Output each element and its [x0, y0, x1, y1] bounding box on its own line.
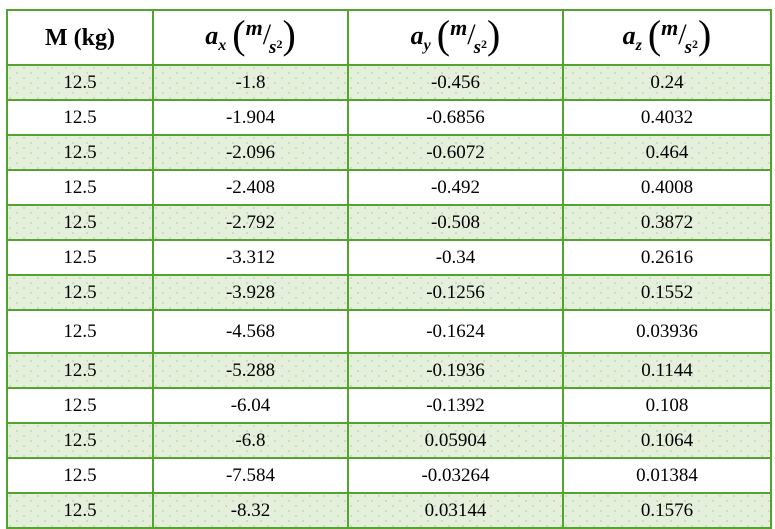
table-row: 12.5 -2.408 -0.492 0.4008: [6, 169, 772, 206]
close-paren: ): [282, 11, 296, 57]
cell-az: 0.4032: [562, 99, 772, 136]
unit-exponent: 2: [692, 36, 699, 51]
unit-exponent: 2: [480, 36, 487, 51]
cell-ay: -0.492: [347, 169, 564, 206]
unit-denominator: s2: [269, 36, 283, 58]
cell-az: 0.03936: [562, 309, 772, 354]
axis-subscript: z: [635, 36, 642, 54]
unit-slash: /: [678, 17, 686, 51]
cell-mass: 12.5: [6, 169, 154, 206]
cell-mass: 12.5: [6, 422, 154, 459]
column-header-mass: M (kg): [6, 9, 154, 66]
table-header-row: M (kg) ax (m/s2) ay (m/s2) az (m/s2): [6, 9, 772, 66]
cell-ax: -4.568: [152, 309, 349, 354]
cell-az: 0.108: [562, 387, 772, 424]
cell-mass: 12.5: [6, 99, 154, 136]
table-row: 12.5 -1.904 -0.6856 0.4032: [6, 99, 772, 136]
unit-slash: /: [262, 17, 271, 51]
cell-ay: -0.1256: [347, 274, 564, 311]
cell-ay: 0.03144: [347, 492, 564, 529]
table-row: 12.5 -3.928 -0.1256 0.1552: [6, 274, 772, 311]
unit-numerator: m: [661, 14, 679, 40]
cell-ax: -3.312: [152, 239, 349, 276]
unit-slash: /: [467, 17, 475, 51]
accel-symbol: a: [410, 20, 424, 50]
cell-az: 0.1144: [562, 352, 772, 389]
unit-numerator: m: [245, 14, 263, 40]
cell-az: 0.01384: [562, 457, 772, 494]
unit-denominator: s2: [473, 36, 487, 58]
cell-ay: -0.1624: [347, 309, 564, 354]
unit-numerator: m: [450, 14, 468, 40]
measurement-table-container: M (kg) ax (m/s2) ay (m/s2) az (m/s2) 12.5 -…: [6, 9, 772, 529]
table-row: 12.5 -8.32 0.03144 0.1576: [6, 492, 772, 529]
cell-ax: -5.288: [152, 352, 349, 389]
accel-symbol: a: [622, 20, 636, 50]
cell-ax: -2.096: [152, 134, 349, 171]
acceleration-data-table: M (kg) ax (m/s2) ay (m/s2) az (m/s2) 12.5 -…: [6, 9, 772, 529]
close-paren: ): [486, 11, 501, 57]
accel-symbol: a: [205, 20, 219, 50]
column-header-az: az (m/s2): [562, 9, 772, 66]
table-row: 12.5 -1.8 -0.456 0.24: [6, 64, 772, 101]
cell-ax: -2.408: [152, 169, 349, 206]
open-paren: (: [647, 11, 662, 57]
cell-ax: -7.584: [152, 457, 349, 494]
table-row: 12.5 -6.04 -0.1392 0.108: [6, 387, 772, 424]
cell-mass: 12.5: [6, 274, 154, 311]
cell-az: 0.1552: [562, 274, 772, 311]
cell-ay: -0.34: [347, 239, 564, 276]
cell-az: 0.24: [562, 64, 772, 101]
unit-exponent: 2: [276, 36, 283, 51]
cell-az: 0.1064: [562, 422, 772, 459]
column-header-ay: ay (m/s2): [347, 9, 564, 66]
cell-mass: 12.5: [6, 239, 154, 276]
open-paren: (: [436, 11, 451, 57]
mass-header-label: M (kg): [45, 24, 115, 51]
cell-ax: -2.792: [152, 204, 349, 241]
cell-ay: -0.03264: [347, 457, 564, 494]
table-row: 12.5 -7.584 -0.03264 0.01384: [6, 457, 772, 494]
close-paren: ): [698, 11, 712, 57]
cell-ax: -1.8: [152, 64, 349, 101]
table-row: 12.5 -2.792 -0.508 0.3872: [6, 204, 772, 241]
table-row: 12.5 -4.568 -0.1624 0.03936: [6, 309, 772, 354]
cell-ay: -0.1936: [347, 352, 564, 389]
cell-mass: 12.5: [6, 457, 154, 494]
cell-mass: 12.5: [6, 387, 154, 424]
cell-ay: -0.456: [347, 64, 564, 101]
cell-ax: -3.928: [152, 274, 349, 311]
cell-mass: 12.5: [6, 64, 154, 101]
cell-mass: 12.5: [6, 352, 154, 389]
table-row: 12.5 -6.8 0.05904 0.1064: [6, 422, 772, 459]
cell-ay: -0.508: [347, 204, 564, 241]
cell-ax: -6.8: [152, 422, 349, 459]
table-row: 12.5 -2.096 -0.6072 0.464: [6, 134, 772, 171]
cell-ay: -0.6072: [347, 134, 564, 171]
unit-denominator: s2: [684, 36, 699, 58]
cell-ay: -0.6856: [347, 99, 564, 136]
cell-ax: -8.32: [152, 492, 349, 529]
cell-mass: 12.5: [6, 309, 154, 354]
open-paren: (: [232, 11, 246, 57]
axis-subscript: y: [423, 36, 431, 54]
cell-az: 0.2616: [562, 239, 772, 276]
cell-mass: 12.5: [6, 134, 154, 171]
cell-az: 0.3872: [562, 204, 772, 241]
cell-az: 0.4008: [562, 169, 772, 206]
cell-mass: 12.5: [6, 492, 154, 529]
cell-ax: -6.04: [152, 387, 349, 424]
column-header-ax: ax (m/s2): [152, 9, 349, 66]
cell-mass: 12.5: [6, 204, 154, 241]
table-row: 12.5 -5.288 -0.1936 0.1144: [6, 352, 772, 389]
cell-ay: 0.05904: [347, 422, 564, 459]
table-row: 12.5 -3.312 -0.34 0.2616: [6, 239, 772, 276]
axis-subscript: x: [218, 36, 227, 54]
cell-ax: -1.904: [152, 99, 349, 136]
cell-az: 0.1576: [562, 492, 772, 529]
cell-az: 0.464: [562, 134, 772, 171]
cell-ay: -0.1392: [347, 387, 564, 424]
